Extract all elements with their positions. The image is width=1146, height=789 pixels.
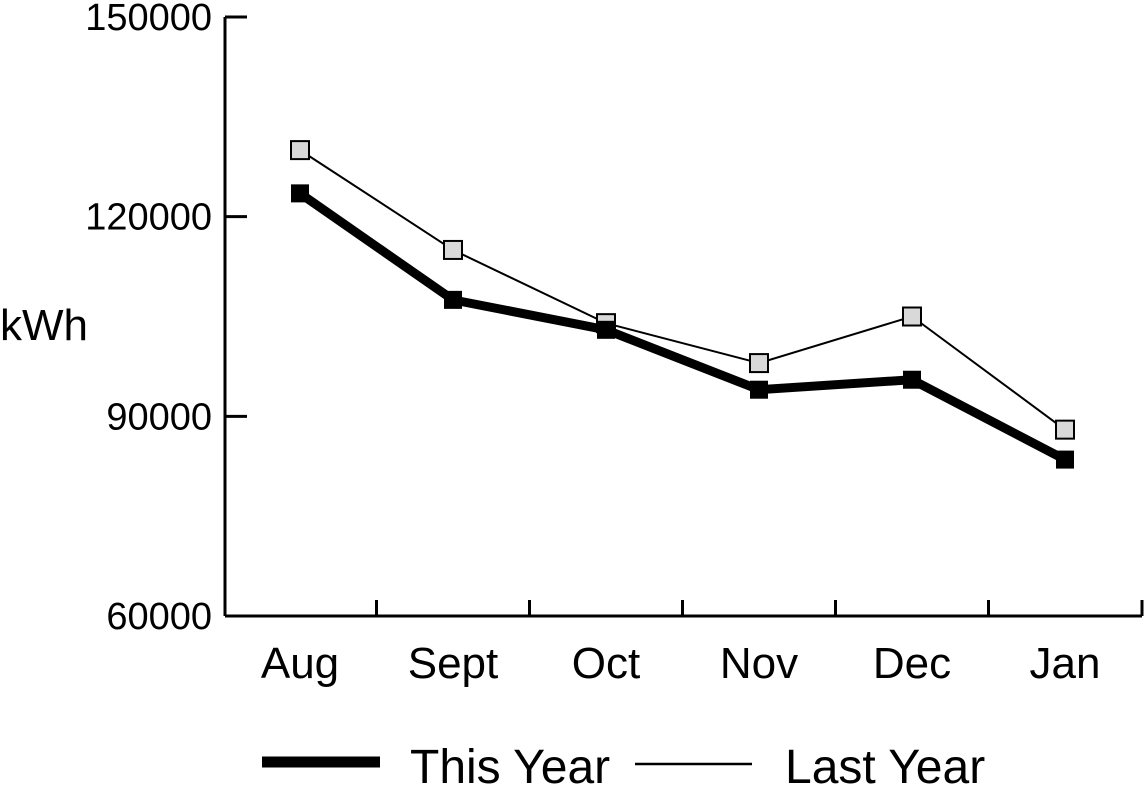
y-axis-title: kWh (0, 301, 88, 350)
series-line-last-year (299, 149, 1066, 431)
y-ticks: 150000 120000 90000 60000 (85, 0, 247, 638)
data-point-last-year (902, 306, 922, 327)
data-point-last-year (443, 239, 463, 260)
x-tick-label: Nov (720, 639, 798, 688)
data-point-this-year (903, 370, 921, 389)
series-last-year (290, 140, 1075, 440)
x-tick-label: Dec (873, 639, 951, 688)
series-layer (290, 140, 1075, 469)
data-point-last-year (1055, 419, 1075, 440)
data-point-this-year (444, 290, 462, 309)
y-tick-label: 60000 (106, 596, 212, 638)
data-point-this-year (291, 184, 309, 203)
data-point-this-year (1056, 450, 1074, 469)
x-ticks: Aug Sept Oct Nov Dec Jan (261, 600, 1144, 688)
y-tick-label: 120000 (85, 197, 212, 239)
data-point-last-year (290, 140, 310, 161)
axes (223, 17, 1142, 618)
x-tick-label: Jan (1030, 639, 1101, 688)
legend-label-last-year: Last Year (785, 741, 985, 789)
x-tick-label: Sept (408, 639, 499, 688)
y-tick-label: 150000 (85, 0, 212, 39)
legend-label-this-year: This Year (410, 741, 610, 789)
x-tick-label: Oct (572, 639, 640, 688)
data-point-this-year (750, 380, 768, 399)
data-point-this-year (597, 320, 615, 339)
data-point-last-year (749, 353, 769, 374)
series-line-this-year (297, 189, 1068, 464)
x-tick-label: Aug (261, 639, 339, 688)
legend: This Year Last Year (262, 741, 985, 789)
series-this-year (291, 184, 1074, 469)
y-tick-label: 90000 (106, 396, 212, 438)
